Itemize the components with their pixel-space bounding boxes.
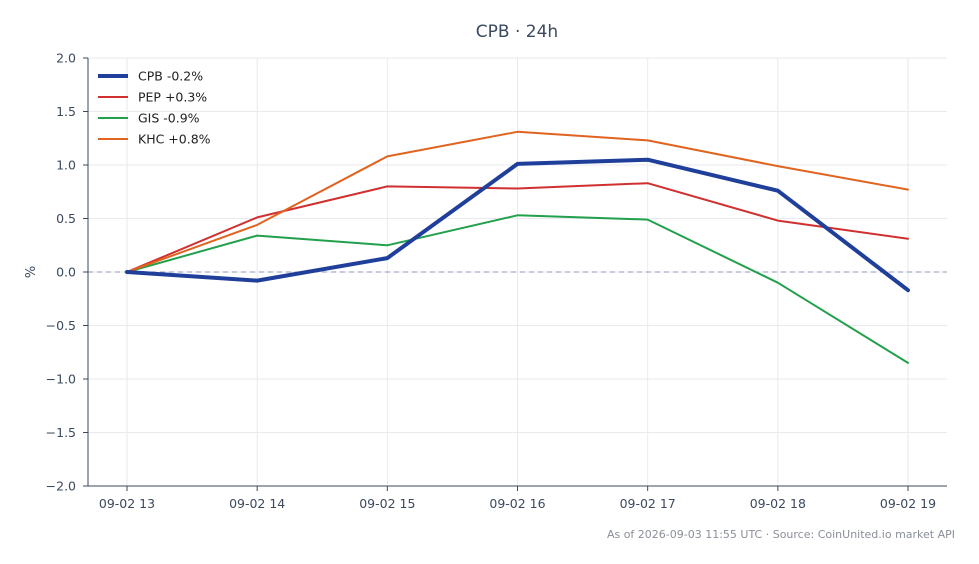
x-tick-label: 09-02 15	[359, 496, 415, 511]
legend-label-khc: KHC +0.8%	[138, 132, 211, 147]
y-tick-label: −1.0	[46, 372, 76, 387]
y-tick-label: 0.5	[56, 211, 76, 226]
chart-title: CPB · 24h	[476, 22, 558, 42]
y-tick-label: −1.5	[46, 425, 76, 440]
y-tick-label: 2.0	[56, 51, 76, 66]
y-tick-label: 1.0	[56, 158, 76, 173]
y-axis-label: %	[24, 266, 39, 278]
source-note: As of 2026-09-03 11:55 UTC · Source: Coi…	[607, 528, 955, 541]
legend-label-gis: GIS -0.9%	[138, 111, 200, 126]
x-tick-label: 09-02 16	[489, 496, 545, 511]
legend-label-cpb: CPB -0.2%	[138, 69, 203, 84]
x-axis-ticks: 09-02 13 09-02 14 09-02 15 09-02 16 09-02 17…	[99, 486, 936, 511]
legend: CPB -0.2% PEP +0.3% GIS -0.9% KHC +0.8%	[98, 69, 211, 147]
x-tick-label: 09-02 18	[750, 496, 806, 511]
series-line-khc	[126, 130, 909, 273]
legend-label-pep: PEP +0.3%	[138, 90, 207, 105]
series-lines	[125, 130, 910, 364]
x-tick-label: 09-02 19	[880, 496, 936, 511]
x-tick-label: 09-02 13	[99, 496, 155, 511]
y-axis-ticks: 2.0 1.5 1.0 0.5 0.0 −0.5 −1.0 −1.5 −2.0	[46, 51, 88, 494]
y-tick-label: 0.0	[56, 265, 76, 280]
y-tick-label: −2.0	[46, 479, 76, 494]
x-tick-label: 09-02 14	[229, 496, 285, 511]
series-line-gis	[126, 214, 909, 364]
y-tick-label: 1.5	[56, 104, 76, 119]
y-tick-label: −0.5	[46, 318, 76, 333]
series-line-pep	[126, 182, 909, 273]
series-line-cpb	[125, 157, 910, 293]
x-tick-label: 09-02 17	[620, 496, 676, 511]
